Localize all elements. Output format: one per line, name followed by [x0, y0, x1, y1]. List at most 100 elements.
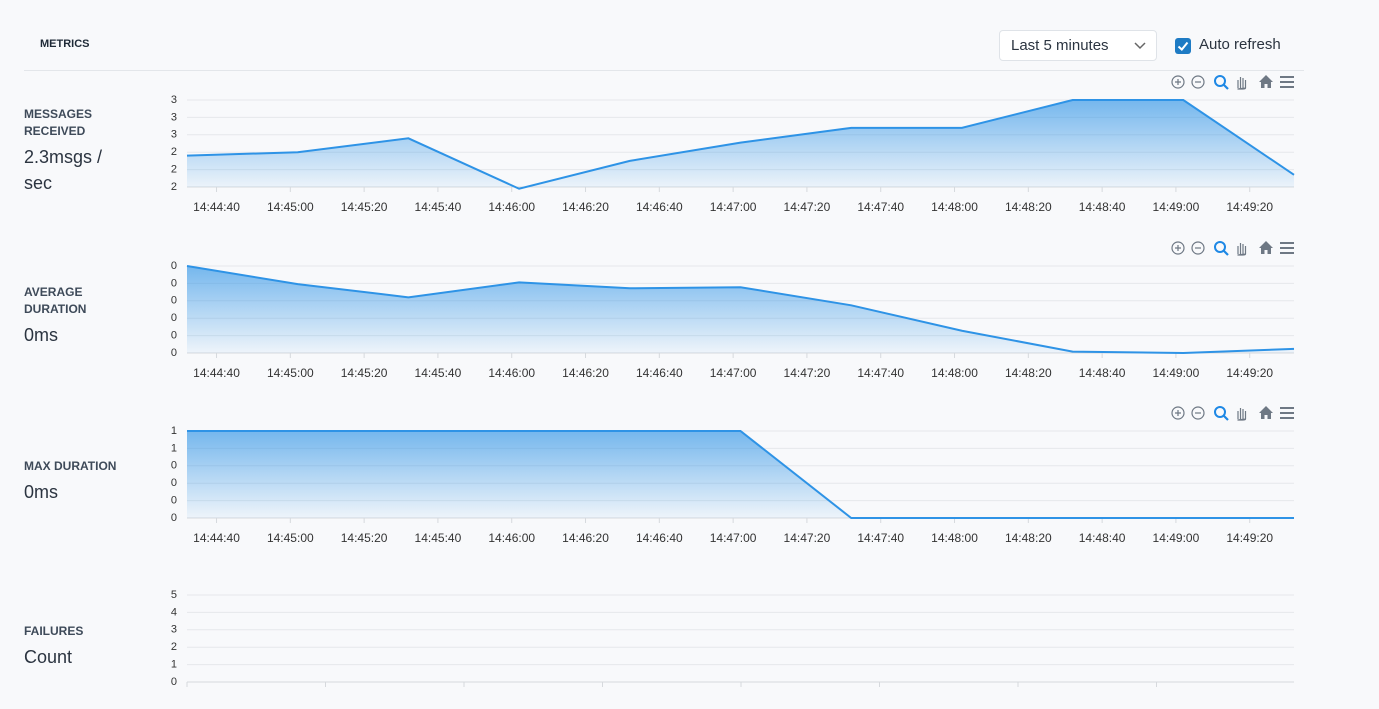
zoom-in-icon — [1171, 406, 1185, 420]
x-tick-label: 14:47:40 — [857, 531, 904, 545]
menu-icon — [1280, 407, 1294, 419]
selection-zoom-handle — [1223, 84, 1229, 90]
metric-summary: MESSAGES RECEIVED 2.3msgs / sec — [24, 106, 129, 196]
x-tick-label: 14:45:20 — [341, 200, 388, 214]
x-tick-label: 14:48:00 — [931, 200, 978, 214]
y-tick-label: 0 — [171, 260, 177, 272]
x-tick-label: 14:45:00 — [267, 531, 314, 545]
x-tick-label: 14:46:40 — [636, 366, 683, 380]
x-tick-label: 14:45:00 — [267, 366, 314, 380]
x-tick-label: 14:47:40 — [857, 366, 904, 380]
y-tick-label: 1 — [171, 425, 177, 437]
x-tick-label: 14:47:20 — [784, 531, 831, 545]
y-tick-label: 4 — [171, 606, 177, 618]
x-tick-label: 14:48:40 — [1079, 366, 1126, 380]
x-tick-label: 14:44:40 — [193, 531, 240, 545]
chart-toolbar — [1171, 241, 1294, 256]
y-tick-label: 3 — [171, 129, 177, 141]
x-tick-label: 14:46:40 — [636, 200, 683, 214]
metric-value: 0ms — [24, 482, 59, 502]
x-tick-label: 14:45:40 — [415, 200, 462, 214]
x-tick-label: 14:48:40 — [1079, 200, 1126, 214]
y-tick-label: 2 — [171, 181, 177, 193]
x-tick-label: 14:46:00 — [488, 531, 535, 545]
x-tick-label: 14:46:20 — [562, 531, 609, 545]
selection-zoom-icon — [1214, 241, 1226, 253]
zoom-in-icon-plus — [1175, 410, 1181, 416]
y-tick-label: 0 — [171, 277, 177, 289]
y-tick-label: 3 — [171, 94, 177, 106]
selection-zoom-icon — [1214, 75, 1226, 87]
chart-toolbar — [1171, 75, 1294, 90]
x-tick-label: 14:46:40 — [636, 531, 683, 545]
x-tick-label: 14:45:40 — [415, 366, 462, 380]
series-line — [186, 265, 1295, 355]
y-tick-label: 0 — [171, 295, 177, 307]
x-tick-label: 14:48:20 — [1005, 366, 1052, 380]
menu-icon — [1280, 242, 1294, 254]
range-value: Last 5 minutes — [1011, 37, 1109, 54]
x-tick-label: 14:49:00 — [1153, 366, 1200, 380]
x-tick-label: 14:48:20 — [1005, 531, 1052, 545]
pan-icon — [1237, 77, 1247, 90]
x-tick-label: 14:47:00 — [710, 366, 757, 380]
x-tick-label: 14:48:00 — [931, 531, 978, 545]
zoom-in-icon — [1171, 241, 1185, 255]
x-tick-label: 14:45:00 — [267, 200, 314, 214]
x-tick-label: 14:45:20 — [341, 531, 388, 545]
y-tick-label: 0 — [171, 477, 177, 489]
area-fill — [187, 266, 1294, 353]
series-line — [187, 430, 1294, 519]
y-tick-label: 0 — [171, 512, 177, 524]
x-tick-label: 14:49:00 — [1153, 531, 1200, 545]
area-fill — [187, 100, 1294, 189]
x-tick-label: 14:47:40 — [857, 200, 904, 214]
metric-value: 0ms — [24, 325, 59, 345]
y-tick-label: 0 — [171, 460, 177, 472]
x-tick-label: 14:47:00 — [710, 531, 757, 545]
y-tick-label: 3 — [171, 111, 177, 123]
selection-zoom-handle — [1223, 415, 1229, 421]
zoom-in-icon-plus — [1175, 245, 1181, 251]
x-tick-label: 14:49:00 — [1153, 200, 1200, 214]
metric-summary: FAILURES Count — [24, 623, 129, 670]
x-tick-label: 14:49:20 — [1226, 366, 1273, 380]
selection-zoom-handle — [1223, 250, 1229, 256]
y-tick-label: 3 — [171, 624, 177, 636]
x-tick-label: 14:45:20 — [341, 366, 388, 380]
y-tick-label: 0 — [171, 312, 177, 324]
metric-title: FAILURES — [24, 624, 84, 638]
x-tick-label: 14:46:20 — [562, 366, 609, 380]
auto-refresh-label[interactable]: Auto refresh — [1199, 36, 1281, 53]
x-tick-label: 14:46:20 — [562, 200, 609, 214]
y-tick-label: 1 — [171, 659, 177, 671]
metric-value: 2.3msgs / sec — [24, 147, 103, 193]
zoom-out-icon — [1191, 241, 1205, 255]
zoom-out-icon — [1191, 75, 1205, 89]
x-tick-label: 14:49:20 — [1226, 531, 1273, 545]
reset-icon — [1259, 75, 1273, 88]
x-tick-label: 14:48:20 — [1005, 200, 1052, 214]
y-tick-label: 2 — [171, 641, 177, 653]
x-tick-label: 14:47:20 — [784, 366, 831, 380]
auto-refresh-checkbox[interactable] — [1175, 38, 1191, 54]
metric-title: MESSAGES RECEIVED — [24, 107, 93, 138]
y-tick-label: 0 — [171, 676, 177, 688]
metric-value: Count — [24, 647, 73, 667]
checkmark — [1177, 41, 1189, 51]
zoom-in-icon-plus — [1175, 79, 1181, 85]
metric-title: AVERAGE DURATION — [24, 285, 87, 316]
x-tick-label: 14:45:40 — [415, 531, 462, 545]
y-tick-label: 0 — [171, 330, 177, 342]
series-line — [186, 99, 1295, 190]
y-tick-label: 2 — [171, 164, 177, 176]
zoom-out-icon — [1191, 406, 1205, 420]
x-tick-label: 14:49:20 — [1226, 200, 1273, 214]
range-dropdown[interactable]: Last 5 minutes — [999, 30, 1157, 61]
x-tick-label: 14:48:40 — [1079, 531, 1126, 545]
x-tick-label: 14:47:00 — [710, 200, 757, 214]
metric-title: MAX DURATION — [24, 459, 117, 473]
metric-summary: AVERAGE DURATION 0ms — [24, 284, 129, 348]
reset-icon — [1259, 241, 1273, 254]
